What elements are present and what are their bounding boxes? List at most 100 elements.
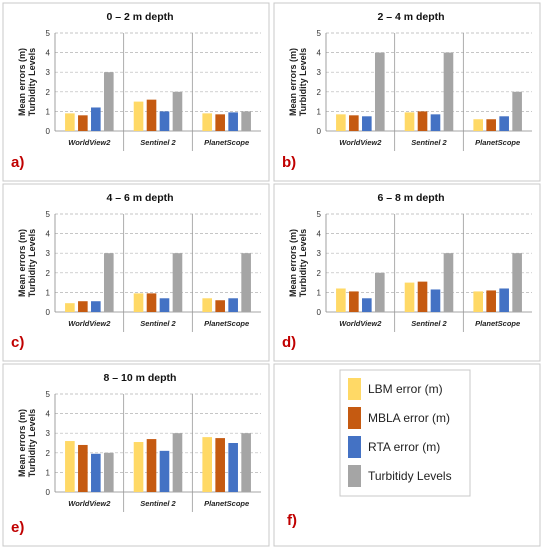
- bar-mbla: [146, 99, 157, 131]
- y-axis-label: Turbidity Levels: [27, 229, 37, 297]
- legend-label-lbm: LBM error (m): [368, 382, 443, 396]
- chart-title: 8 – 10 m depth: [104, 372, 177, 384]
- x-tick-label: Sentinel 2: [140, 138, 176, 147]
- bar-lbm: [133, 442, 144, 492]
- y-tick-label: 5: [317, 29, 322, 38]
- y-tick-label: 3: [317, 68, 322, 77]
- y-tick-label: 1: [46, 107, 51, 116]
- chart-panel-3: 4 – 6 m depth 0 1 2 3 4 5 Mean errors (m) Turbid…: [2, 183, 270, 362]
- y-tick-label: 5: [46, 210, 51, 219]
- bar-lbm: [202, 437, 213, 492]
- x-tick-label: PlanetScope: [204, 319, 249, 328]
- y-tick-label: 0: [317, 127, 322, 136]
- bar-mbla: [417, 111, 428, 131]
- y-tick-label: 2: [46, 449, 51, 458]
- bar-turbidity: [241, 253, 251, 312]
- panel-label: c): [11, 334, 24, 351]
- bar-turbidity: [172, 253, 183, 312]
- bar-rta: [228, 443, 238, 492]
- legend-panel: LBM error (m) MBLA error (m) RTA error (m)…: [273, 363, 541, 547]
- x-tick-label: Sentinel 2: [140, 499, 176, 508]
- y-tick-label: 0: [46, 127, 51, 136]
- chart-panel-5: 8 – 10 m depth 0 1 2 3 4 5 Mean errors (m) Turbi…: [2, 363, 270, 547]
- bar-mbla: [78, 444, 88, 492]
- bar-rta: [362, 116, 372, 131]
- bar-rta: [159, 450, 170, 492]
- bar-mbla: [349, 291, 359, 312]
- legend-label-rta: RTA error (m): [368, 440, 440, 454]
- legend-swatch-turbidity: [348, 465, 361, 487]
- legend-swatch-mbla: [348, 407, 361, 429]
- bar-mbla: [78, 301, 88, 312]
- bar-lbm: [336, 114, 346, 131]
- y-tick-label: 4: [317, 49, 322, 58]
- x-tick-label: WorldView2: [68, 319, 111, 328]
- y-tick-label: 2: [46, 269, 51, 278]
- bar-rta: [430, 289, 441, 312]
- y-axis-label: Mean errors (m): [288, 229, 298, 297]
- y-tick-label: 4: [46, 49, 51, 58]
- bar-turbidity: [241, 433, 251, 492]
- bar-rta: [430, 114, 441, 131]
- bar-turbidity: [512, 253, 522, 312]
- legend-label-turbidity: Turbitidy Levels: [368, 469, 452, 483]
- panel-label: b): [282, 154, 296, 171]
- bar-turbidity: [374, 52, 385, 131]
- y-tick-label: 3: [46, 249, 51, 258]
- chart-panel-4: 6 – 8 m depth 0 1 2 3 4 5 Mean errors (m) Turbid…: [273, 183, 541, 362]
- legend-swatch-rta: [348, 436, 361, 458]
- bar-turbidity: [103, 72, 114, 131]
- bar-rta: [228, 298, 238, 312]
- x-tick-label: WorldView2: [339, 138, 382, 147]
- bar-turbidity: [443, 253, 454, 312]
- y-tick-label: 3: [46, 429, 51, 438]
- y-tick-label: 3: [46, 68, 51, 77]
- chart-title: 6 – 8 m depth: [377, 192, 444, 204]
- bar-lbm: [65, 441, 75, 492]
- y-tick-label: 0: [46, 308, 51, 317]
- y-tick-label: 2: [317, 88, 322, 97]
- panel-label: a): [11, 154, 24, 171]
- panel-label: d): [282, 334, 296, 351]
- bar-lbm: [404, 112, 415, 131]
- legend-box: [339, 369, 471, 497]
- y-tick-label: 5: [46, 390, 51, 399]
- bar-mbla: [486, 119, 496, 131]
- y-tick-label: 1: [317, 107, 322, 116]
- x-tick-label: Sentinel 2: [411, 138, 447, 147]
- chart-panel-2: 2 – 4 m depth 0 1 2 3 4 5 Mean errors (m) Turbid…: [273, 2, 541, 182]
- bar-lbm: [133, 293, 144, 312]
- bar-mbla: [146, 293, 157, 312]
- y-tick-label: 3: [317, 249, 322, 258]
- x-tick-label: PlanetScope: [204, 138, 249, 147]
- y-tick-label: 2: [46, 88, 51, 97]
- bar-lbm: [404, 282, 415, 312]
- y-tick-label: 2: [317, 269, 322, 278]
- bar-rta: [91, 107, 101, 131]
- y-tick-label: 1: [317, 288, 322, 297]
- bar-rta: [499, 116, 509, 131]
- y-tick-label: 4: [317, 230, 322, 239]
- y-tick-label: 4: [46, 230, 51, 239]
- y-tick-label: 0: [46, 488, 51, 497]
- y-tick-label: 5: [317, 210, 322, 219]
- legend-swatch-lbm: [348, 378, 361, 400]
- bar-mbla: [486, 290, 496, 312]
- bar-lbm: [202, 113, 213, 131]
- bar-lbm: [133, 101, 144, 131]
- y-tick-label: 5: [46, 29, 51, 38]
- bar-rta: [91, 453, 101, 492]
- x-tick-label: WorldView2: [68, 499, 111, 508]
- bar-turbidity: [172, 91, 183, 131]
- bar-turbidity: [172, 433, 183, 492]
- bar-rta: [91, 301, 101, 312]
- bar-turbidity: [374, 272, 385, 312]
- bar-turbidity: [512, 91, 522, 131]
- y-axis-label: Turbidity Levels: [27, 409, 37, 477]
- bar-mbla: [215, 114, 225, 131]
- x-tick-label: Sentinel 2: [140, 319, 176, 328]
- y-axis-label: Mean errors (m): [17, 409, 27, 477]
- x-tick-label: WorldView2: [68, 138, 111, 147]
